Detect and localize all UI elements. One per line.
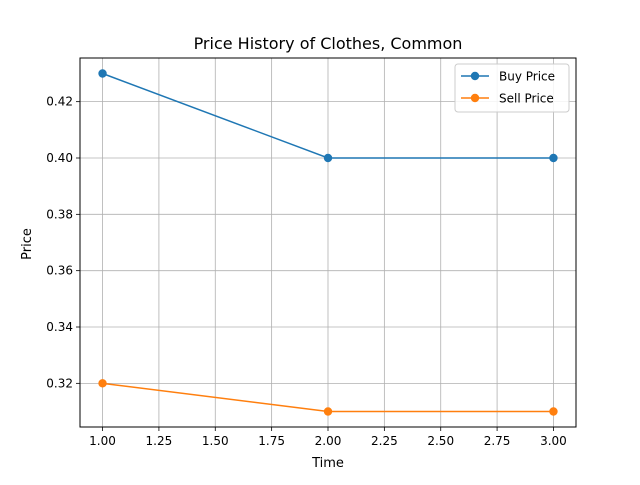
grid-lines [80,58,576,427]
legend: Buy Price Sell Price [454,63,570,113]
legend-sell-price-label: Sell Price [499,92,554,106]
x-tick-label: 2.50 [427,434,454,448]
buy-price-point [323,153,333,163]
y-tick-label: 0.32 [46,376,73,390]
series-lines [98,69,558,416]
x-tick-label: 1.25 [146,434,173,448]
x-tick-label: 2.75 [484,434,511,448]
x-tick-label: 2.00 [315,434,342,448]
x-axis-label: Time [311,456,344,471]
y-tick-label: 0.42 [46,95,73,109]
legend-sell-price-marker [470,93,480,103]
y-axis-label: Price [20,228,35,260]
buy-price-point [549,153,558,163]
y-tick-label: 0.34 [46,320,73,334]
x-tick-label: 2.25 [371,434,398,448]
sell-price-point [323,407,333,416]
legend-buy-price-marker [470,71,480,81]
y-tick-label: 0.40 [46,151,73,165]
plot-frame [79,57,577,428]
sell-price-point [549,407,558,416]
legend-buy-price-label: Buy Price [499,70,555,84]
sell-price-point [98,379,107,388]
x-tick-label: 1.50 [202,434,229,448]
y-tick-label: 0.38 [46,207,73,221]
x-tick-label: 1.00 [89,434,116,448]
buy-price-point [98,69,107,78]
x-tick-label: 1.75 [258,434,285,448]
axis-ticks: 1.00 1.25 1.50 1.75 2.00 2.25 2.50 2.75 3.00 0.32… [46,95,567,448]
y-tick-label: 0.36 [46,264,73,278]
x-tick-label: 3.00 [540,434,567,448]
chart-title: Price History of Clothes, Common [194,34,463,53]
